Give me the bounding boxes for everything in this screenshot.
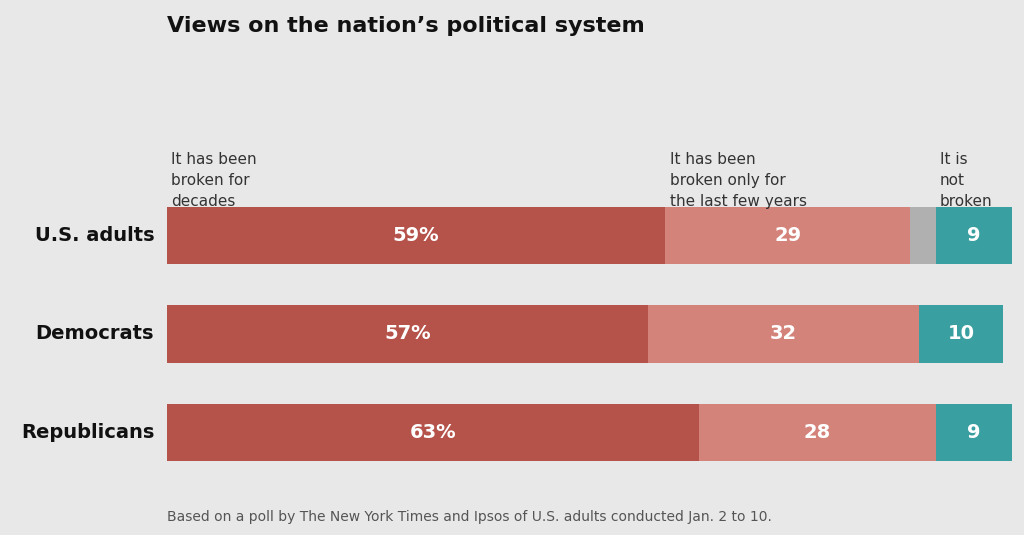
Bar <box>167 305 648 363</box>
Text: Democrats: Democrats <box>36 325 155 343</box>
Text: 28: 28 <box>804 423 831 442</box>
Bar <box>936 207 1012 264</box>
Bar <box>167 404 699 461</box>
Bar <box>167 207 666 264</box>
Text: Republicans: Republicans <box>20 423 155 442</box>
Text: 29: 29 <box>774 226 802 245</box>
Text: 9: 9 <box>967 423 980 442</box>
Text: Views on the nation’s political system: Views on the nation’s political system <box>167 16 645 36</box>
Text: 63%: 63% <box>410 423 457 442</box>
Text: Based on a poll by The New York Times and Ipsos of U.S. adults conducted Jan. 2 : Based on a poll by The New York Times an… <box>167 510 772 524</box>
Bar <box>699 404 936 461</box>
Text: U.S. adults: U.S. adults <box>35 226 155 245</box>
Bar <box>919 305 1004 363</box>
Text: It has been
broken for
decades: It has been broken for decades <box>171 152 257 209</box>
Bar <box>648 305 919 363</box>
Bar <box>666 207 910 264</box>
Text: 10: 10 <box>947 325 975 343</box>
Text: It has been
broken only for
the last few years: It has been broken only for the last few… <box>670 152 807 209</box>
Text: It is
not
broken: It is not broken <box>940 152 992 209</box>
Bar <box>936 404 1012 461</box>
Bar <box>910 207 936 264</box>
Text: 9: 9 <box>967 226 980 245</box>
Text: 57%: 57% <box>384 325 431 343</box>
Text: 32: 32 <box>770 325 797 343</box>
Text: 59%: 59% <box>393 226 439 245</box>
